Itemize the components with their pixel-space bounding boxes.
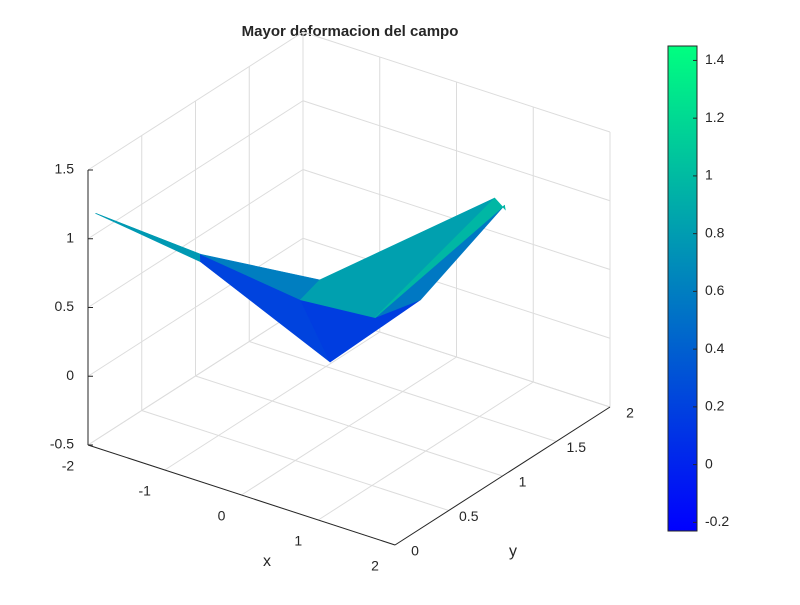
y-tick-label: 1.5	[567, 439, 587, 455]
y-tick-label: 2	[626, 405, 634, 421]
grid-line	[302, 31, 611, 133]
colorbar-tick-label: 0.6	[705, 282, 725, 298]
y-tick-label: 0	[411, 543, 419, 559]
axis-line	[87, 444, 396, 546]
z-tick-label: 1	[66, 229, 74, 245]
z-tick-label: 1.5	[55, 161, 75, 177]
x-tick-label: -2	[62, 458, 75, 474]
z-tick-label: 0	[66, 367, 74, 383]
colorbar-tick-label: 1.4	[705, 51, 725, 67]
grid-line	[302, 237, 611, 339]
x-axis-label: x	[263, 553, 271, 570]
colorbar	[667, 45, 698, 532]
colorbar-tick-label: 0.4	[705, 340, 725, 356]
axis-line	[394, 406, 611, 546]
grid-line	[87, 31, 304, 171]
x-tick-label: 2	[371, 558, 379, 574]
y-tick-label: 1	[519, 474, 527, 490]
grid-line	[87, 100, 304, 240]
z-tick-label: -0.5	[50, 436, 74, 452]
colorbar-tick-label: -0.2	[705, 513, 729, 529]
grid-line	[141, 410, 449, 511]
y-axis-label: y	[509, 543, 517, 560]
grid-line	[87, 306, 304, 446]
colorbar-tick-label: 1.2	[705, 109, 725, 125]
y-tick-label: 0.5	[459, 508, 479, 524]
grid-line	[302, 100, 611, 202]
colorbar-tick-label: 0.8	[705, 224, 725, 240]
z-tick-label: 0.5	[55, 298, 75, 314]
colorbar-tick-label: 0	[705, 455, 713, 471]
grid-line	[87, 169, 304, 308]
grid-line	[249, 341, 557, 442]
chart-title: Mayor deformacion del campo	[242, 23, 459, 40]
grid-line	[195, 375, 503, 477]
colorbar-tick-label: 1	[705, 167, 713, 183]
x-tick-label: -1	[139, 483, 152, 499]
x-tick-label: 0	[218, 508, 226, 524]
surface-patch	[374, 197, 506, 318]
surface-patch	[95, 213, 201, 263]
grid-line	[87, 237, 304, 377]
colorbar-tick-label: 0.2	[705, 398, 725, 414]
surface-patch	[95, 213, 201, 255]
x-tick-label: 1	[294, 533, 302, 549]
